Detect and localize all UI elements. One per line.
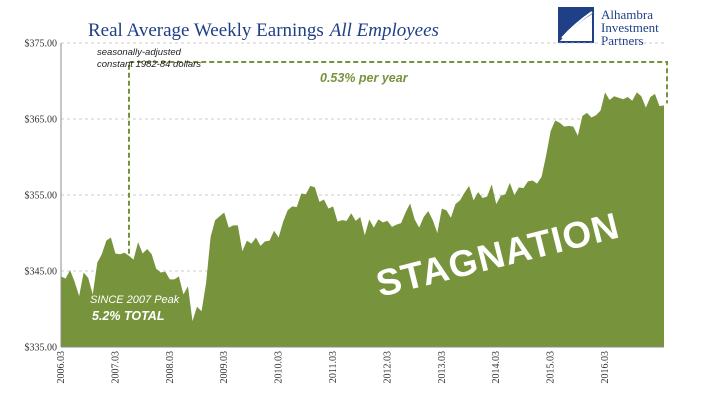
note-line-2: constant 1982-84 dollars [97, 59, 201, 70]
peak-label-line-2: 5.2% TOTAL [92, 309, 164, 323]
x-tick-label: 2007.03 [110, 351, 121, 384]
x-tick-label: 2012.03 [382, 351, 393, 384]
note-line-1: seasonally-adjusted [97, 47, 182, 58]
logo: Alhambra Investment Partners [558, 7, 659, 48]
logo-line-2: Investment [601, 20, 659, 35]
chart-title-italic: All Employees [328, 20, 439, 41]
x-tick-label: 2006.03 [56, 351, 67, 384]
x-tick-label: 2011.03 [328, 351, 339, 383]
x-tick-label: 2010.03 [274, 351, 285, 384]
y-tick-label: $375.00 [25, 39, 58, 50]
peak-label-line-1: SINCE 2007 Peak [90, 294, 180, 306]
x-tick-label: 2008.03 [165, 351, 176, 384]
trend-bracket-line [128, 61, 668, 254]
y-tick-label: $355.00 [25, 191, 58, 202]
logo-line-3: Partners [601, 33, 644, 48]
chart-title: Real Average Weekly Earnings All Employee… [88, 20, 439, 41]
x-tick-label: 2015.03 [546, 351, 557, 384]
x-tick-label: 2014.03 [491, 351, 502, 384]
x-tick-label: 2016.03 [600, 351, 611, 384]
logo-mark-swoosh [560, 14, 592, 41]
area-series-fill [61, 92, 664, 348]
y-tick-labels: $335.00 $345.00 $355.00 $365.00 $375.00 [25, 39, 58, 354]
x-tick-label: 2013.03 [437, 351, 448, 384]
rate-label: 0.53% per year [320, 71, 409, 85]
y-tick-label: $365.00 [25, 115, 58, 126]
trend-bracket [128, 61, 668, 254]
y-tick-label: $335.00 [25, 343, 58, 354]
x-tick-label: 2009.03 [219, 351, 230, 384]
area-series [61, 92, 664, 348]
chart-title-main: Real Average Weekly Earnings [88, 20, 324, 41]
logo-line-1: Alhambra [601, 7, 653, 22]
axes [60, 43, 664, 348]
logo-mark-line [561, 11, 593, 39]
x-tick-labels: 2006.03 2007.03 2008.03 2009.03 2010.03 2011.… [56, 351, 611, 384]
y-tick-label: $345.00 [25, 267, 58, 278]
